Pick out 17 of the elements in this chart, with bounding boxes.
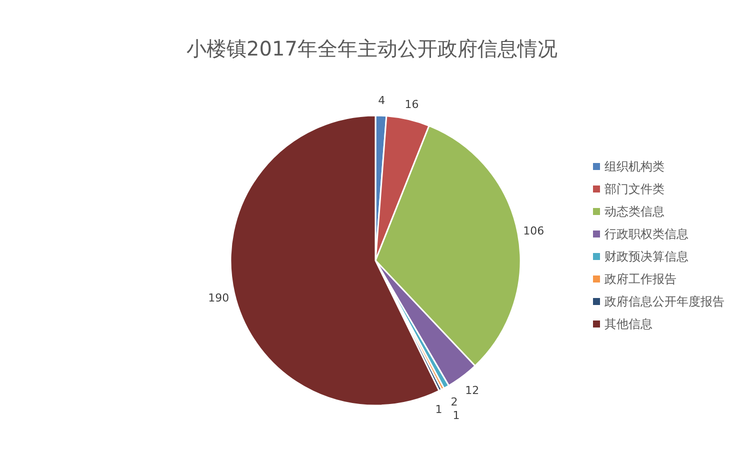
data-label: 16 — [404, 98, 419, 112]
data-label: 106 — [523, 224, 544, 238]
data-label: 2 — [450, 395, 458, 408]
legend-label: 组织机构类 — [604, 160, 664, 174]
legend-label: 行政职权类信息 — [604, 227, 688, 241]
legend-label: 政府工作报告 — [604, 272, 676, 286]
legend-label: 部门文件类 — [604, 182, 664, 196]
data-label: 190 — [208, 291, 230, 304]
data-label: 12 — [465, 384, 480, 397]
data-label: 1 — [435, 403, 442, 416]
legend-label: 政府信息公开年度报告 — [604, 294, 724, 308]
legend-label: 其他信息 — [604, 317, 652, 331]
chart-title: 小楼镇2017年全年主动公开政府信息情况 — [186, 36, 558, 60]
legend-label: 动态类信息 — [604, 204, 664, 218]
data-label: 4 — [378, 94, 386, 108]
data-label: 1 — [452, 409, 460, 422]
legend-label: 财政预决算信息 — [604, 250, 688, 264]
